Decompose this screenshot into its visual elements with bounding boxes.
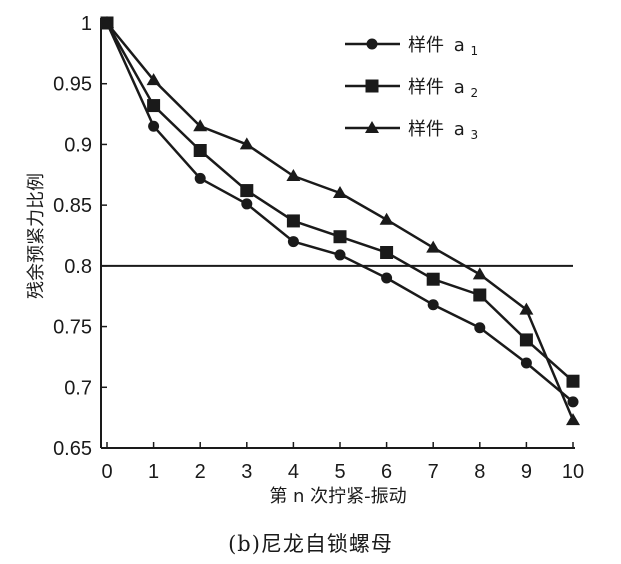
data-point-a1 (148, 120, 160, 132)
data-point-a1 (334, 249, 346, 261)
data-point-a1 (427, 299, 439, 311)
data-point-a2 (333, 230, 347, 244)
y-tick-label: 0.8 (64, 256, 92, 278)
x-tick-label: 5 (334, 461, 345, 483)
x-axis-title: 第 n 次拧紧-振动 (269, 486, 406, 507)
data-point-a3 (100, 16, 114, 28)
legend-item-a3: 样件 a 3 (345, 119, 478, 142)
series-line-a3 (106, 22, 575, 421)
legend-label-a2-name: 样件 (408, 77, 444, 98)
x-tick-label: 3 (241, 461, 252, 483)
series-a3 (100, 16, 580, 426)
y-tick-label: 0.85 (53, 195, 92, 217)
x-tick-label: 7 (428, 461, 439, 483)
legend-label-a1-sub: 1 (471, 44, 479, 58)
y-tick-label: 0.9 (64, 134, 92, 156)
data-point-a3 (333, 186, 347, 198)
x-tick-label: 10 (562, 461, 584, 483)
data-point-a1 (381, 272, 393, 284)
data-point-a3 (286, 169, 301, 181)
data-point-a3 (472, 267, 487, 280)
data-point-a3 (519, 302, 534, 315)
x-tick-label: 8 (474, 461, 485, 483)
x-tick-label: 2 (195, 461, 206, 483)
axes (100, 18, 575, 449)
legend-label-a2-prefix: a (454, 77, 465, 98)
legend-label-a3: 样件 a 3 (408, 119, 478, 142)
y-axis-title: 残余预紧力比例 (26, 173, 47, 299)
legend-item-a1: 样件 a 1 (345, 35, 478, 58)
series-line-a1 (105, 22, 574, 403)
data-point-a3 (426, 240, 441, 253)
legend-label-a1-name: 样件 (408, 35, 444, 56)
data-point-a1 (474, 322, 486, 334)
y-tick-label: 0.65 (53, 438, 92, 460)
y-ticks: 0.65 0.7 0.75 0.8 0.85 0.9 0.95 1 (53, 13, 107, 460)
series-line-a2 (105, 22, 574, 383)
data-point-a1 (567, 396, 579, 408)
data-point-a2 (380, 246, 394, 259)
chart: 0 1 2 3 4 5 6 7 8 9 10 0.650.70.750.80.850.90.951 … (26, 13, 584, 507)
y-tick-label: 0.7 (64, 377, 92, 399)
x-tick-label: 6 (381, 461, 392, 483)
data-point-a1 (241, 198, 253, 210)
data-point-a2 (473, 288, 487, 302)
legend-label-a2: 样件 a 2 (408, 77, 478, 100)
x-ticks: 0 1 2 3 4 5 6 7 8 9 10 (101, 442, 584, 483)
data-point-a1 (194, 172, 206, 184)
data-point-a2 (286, 214, 300, 228)
data-point-a2 (147, 99, 161, 113)
legend-label-a1-prefix: a (454, 35, 465, 56)
legend-marker-a2 (365, 79, 379, 93)
data-point-a2 (566, 374, 580, 388)
data-point-a3 (239, 137, 254, 150)
series-a1 (101, 17, 579, 408)
data-point-a3 (379, 212, 394, 225)
legend-label-a3-prefix: a (454, 119, 465, 140)
legend: 样件 a 1 样件 a 2 样件 a 3 (345, 35, 478, 142)
legend-marker-a3 (365, 121, 379, 133)
data-point-a3 (146, 73, 161, 86)
x-tick-label: 9 (521, 461, 532, 483)
y-tick-label: 0.95 (53, 74, 92, 96)
legend-marker-a1 (366, 38, 378, 50)
data-point-a1 (520, 357, 532, 369)
data-point-a2 (240, 184, 254, 198)
series-layer (100, 16, 580, 426)
data-point-a2 (193, 144, 207, 157)
x-tick-label: 0 (101, 461, 112, 483)
legend-label-a2-sub: 2 (471, 86, 479, 100)
legend-item-a2: 样件 a 2 (345, 77, 478, 100)
series-a2 (100, 16, 580, 388)
data-point-a1 (287, 236, 299, 248)
data-point-a3 (193, 119, 208, 132)
legend-label-a3-sub: 3 (471, 128, 479, 142)
legend-label-a1: 样件 a 1 (408, 35, 478, 58)
figure-caption: (b)尼龙自锁螺母 (228, 532, 393, 556)
legend-label-a3-name: 样件 (408, 119, 444, 140)
data-point-a2 (426, 272, 440, 286)
x-tick-label: 1 (148, 461, 159, 483)
x-tick-label: 4 (288, 461, 299, 483)
y-tick-label: 1 (81, 13, 92, 35)
y-tick-label: 0.75 (53, 317, 92, 339)
data-point-a2 (519, 333, 533, 347)
data-point-a3 (566, 413, 580, 426)
